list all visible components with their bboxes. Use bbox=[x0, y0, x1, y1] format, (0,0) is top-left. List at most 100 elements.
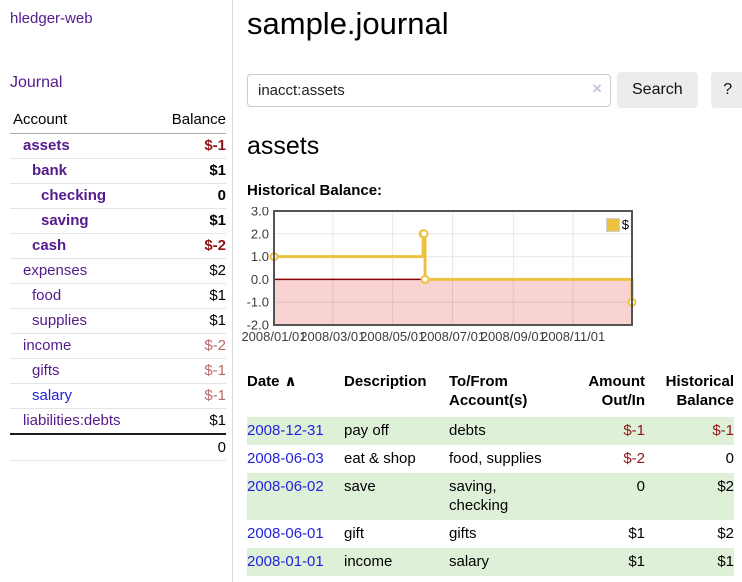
account-link[interactable]: liabilities:debts bbox=[23, 412, 121, 429]
date-column-header[interactable]: Date ∧ bbox=[247, 372, 344, 417]
account-link[interactable]: food bbox=[32, 287, 62, 304]
transaction-date-link[interactable]: 2008-06-02 bbox=[247, 478, 324, 495]
transaction-accounts: debts bbox=[449, 417, 581, 445]
main-content: sample.journal × Search ? assets Histori… bbox=[233, 0, 742, 582]
balance-chart: 3.0 2.0 1.0 0.0 -1.0 -2.02008/01/012008/03/01… bbox=[241, 207, 637, 344]
account-balance: $1 bbox=[152, 208, 226, 234]
clear-search-icon[interactable]: × bbox=[592, 79, 602, 99]
account-row: expenses $2 bbox=[10, 258, 226, 284]
account-balance: $1 bbox=[152, 158, 226, 184]
account-link[interactable]: cash bbox=[32, 237, 67, 254]
svg-text:2008/07/01: 2008/07/01 bbox=[420, 329, 485, 344]
balance-column-header: Balance bbox=[152, 111, 226, 134]
transaction-description: eat & shop bbox=[344, 450, 416, 467]
register-row: 2008-06-03 eat & shop food, supplies $-2 0 bbox=[247, 445, 734, 473]
svg-text:-2.0: -2.0 bbox=[247, 318, 269, 333]
chart-legend: $ bbox=[603, 216, 631, 233]
account-link[interactable]: expenses bbox=[23, 262, 88, 279]
transaction-amount: 0 bbox=[581, 473, 645, 520]
account-row: saving $1 bbox=[10, 208, 226, 234]
account-link[interactable]: assets bbox=[23, 137, 70, 154]
search-input[interactable] bbox=[247, 73, 611, 107]
transaction-amount: $1 bbox=[628, 525, 645, 542]
transaction-accounts: gifts bbox=[449, 525, 477, 542]
account-row: food $1 bbox=[10, 283, 226, 309]
register-row: 2008-06-01 gift gifts $1 $2 bbox=[247, 520, 734, 548]
account-balance: $-1 bbox=[152, 133, 226, 159]
account-link[interactable]: supplies bbox=[32, 312, 88, 329]
account-link[interactable]: saving bbox=[41, 212, 89, 229]
transaction-date-link[interactable]: 2008-01-01 bbox=[247, 553, 324, 570]
transaction-accounts: salary bbox=[449, 548, 581, 576]
legend-swatch-icon bbox=[605, 217, 620, 232]
svg-text:2008/05/01: 2008/05/01 bbox=[360, 329, 425, 344]
search-form: × Search ? bbox=[247, 72, 742, 108]
account-balance: 0 bbox=[152, 183, 226, 209]
account-link[interactable]: checking bbox=[41, 187, 107, 204]
register-body: 2008-12-31 pay off debts $-1 $-1 2008-06-03 ea… bbox=[247, 417, 734, 576]
transaction-description: gift bbox=[344, 525, 365, 542]
account-balance: $1 bbox=[152, 283, 226, 309]
account-row: salary $-1 bbox=[10, 383, 226, 409]
svg-text:2008/11/01: 2008/11/01 bbox=[541, 329, 605, 344]
description-column-header: Description bbox=[344, 373, 427, 390]
app-title-link[interactable]: hledger-web bbox=[10, 10, 93, 27]
amount-column-header: Amount Out/In bbox=[588, 373, 645, 409]
svg-text:2008/09/01: 2008/09/01 bbox=[481, 329, 546, 344]
search-button[interactable]: Search bbox=[617, 72, 698, 108]
transaction-date-link[interactable]: 2008-06-01 bbox=[247, 525, 324, 542]
account-link[interactable]: gifts bbox=[32, 362, 60, 379]
transaction-balance: $2 bbox=[645, 473, 734, 520]
help-button[interactable]: ? bbox=[710, 72, 742, 108]
register-table: Date ∧ Description To/From Account(s) Amo… bbox=[247, 372, 734, 576]
transaction-balance: 0 bbox=[725, 450, 734, 467]
transaction-date-link[interactable]: 2008-12-31 bbox=[247, 422, 324, 439]
transaction-balance: $-1 bbox=[645, 417, 734, 445]
transaction-date-link[interactable]: 2008-06-03 bbox=[247, 450, 324, 467]
search-box: × bbox=[247, 73, 611, 107]
account-row: liabilities:debts $1 bbox=[10, 409, 226, 435]
accounts-body: assets $-1 bank $1 checking 0 saving $1 cash $-2 e… bbox=[10, 133, 226, 435]
sort-ascending-icon: ∧ bbox=[284, 373, 297, 390]
register-row: 2008-06-02 save saving, checking 0 $2 bbox=[247, 473, 734, 520]
account-row: bank $1 bbox=[10, 158, 226, 184]
accounts-column-header: To/From Account(s) bbox=[449, 372, 581, 417]
svg-text:-1.0: -1.0 bbox=[247, 295, 269, 310]
account-link[interactable]: income bbox=[23, 337, 72, 354]
transaction-description: pay off bbox=[344, 417, 449, 445]
account-balance: $-1 bbox=[152, 358, 226, 384]
sidebar-item-journal[interactable]: Journal bbox=[10, 74, 63, 91]
account-column-header: Account bbox=[10, 111, 153, 134]
transaction-amount: $1 bbox=[581, 548, 645, 576]
chart-section-label: Historical Balance: bbox=[247, 182, 383, 199]
register-row: 2008-12-31 pay off debts $-1 $-1 bbox=[247, 417, 734, 445]
account-link[interactable]: bank bbox=[32, 162, 68, 179]
svg-text:2008/01/01: 2008/01/01 bbox=[241, 329, 306, 344]
accounts-total-row: 0 bbox=[10, 433, 226, 461]
historical-balance-chart: 3.0 2.0 1.0 0.0 -1.0 -2.0 2008/01/01 2008/03/01… bbox=[241, 207, 641, 357]
account-balance: $2 bbox=[152, 258, 226, 284]
balance-column-header-register: Historical Balance bbox=[665, 373, 734, 409]
svg-text:2.0: 2.0 bbox=[251, 226, 269, 241]
page-title: sample.journal bbox=[247, 6, 449, 41]
account-balance: $-2 bbox=[152, 233, 226, 259]
svg-text:3.0: 3.0 bbox=[251, 207, 269, 219]
account-balance: $1 bbox=[152, 308, 226, 334]
accounts-header-row: Account Balance bbox=[10, 111, 226, 134]
total-spacer bbox=[10, 433, 153, 461]
account-heading: assets bbox=[247, 132, 320, 160]
transaction-balance: $2 bbox=[717, 525, 734, 542]
transaction-balance: $1 bbox=[645, 548, 734, 576]
account-balance: $-2 bbox=[152, 333, 226, 359]
account-link[interactable]: salary bbox=[32, 387, 73, 404]
transaction-amount: $-2 bbox=[623, 450, 645, 467]
register-header-row: Date ∧ Description To/From Account(s) Amo… bbox=[247, 372, 734, 417]
account-row: checking 0 bbox=[10, 183, 226, 209]
legend-label: $ bbox=[621, 217, 629, 232]
transaction-accounts: food, supplies bbox=[449, 450, 542, 467]
account-balance: $1 bbox=[209, 412, 226, 429]
date-header-label: Date bbox=[247, 373, 280, 390]
account-row: supplies $1 bbox=[10, 308, 226, 334]
svg-text:2008/03/01: 2008/03/01 bbox=[300, 329, 365, 344]
